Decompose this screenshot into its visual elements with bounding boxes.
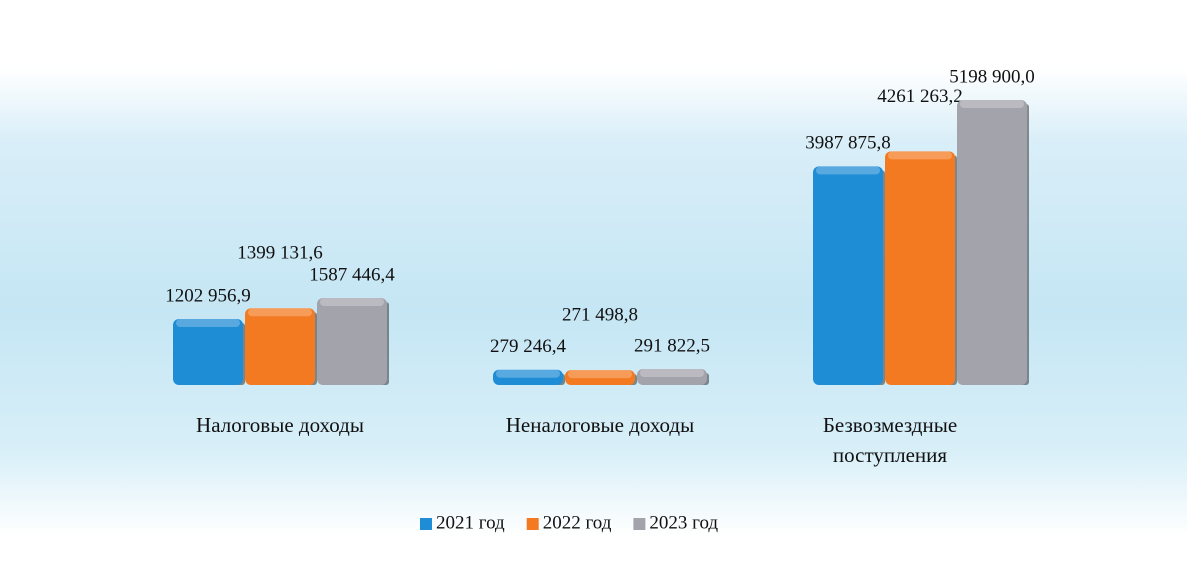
value-label: 1399 131,6	[237, 243, 323, 264]
bar	[173, 319, 243, 385]
bar-top	[568, 370, 632, 379]
category-label: Безвозмездные поступления	[822, 413, 958, 467]
value-label: 291 822,5	[634, 335, 710, 356]
value-label: 4261 263,2	[877, 86, 963, 107]
bar	[317, 297, 387, 385]
bar-top	[248, 308, 312, 317]
value-label: 1202 956,9	[165, 285, 251, 306]
legend-swatch	[526, 518, 539, 530]
legend-swatch	[420, 518, 432, 530]
value-label: 1587 446,4	[309, 264, 395, 285]
category-label: Неналоговые доходы	[505, 413, 695, 437]
bar	[637, 369, 707, 385]
legend-swatch	[633, 518, 646, 530]
bar	[245, 308, 315, 385]
bar	[493, 369, 563, 385]
value-label: 5198 900,0	[949, 66, 1035, 87]
bar	[885, 151, 955, 385]
bar	[813, 166, 883, 385]
bar-top	[496, 369, 560, 378]
bar-top	[640, 369, 704, 378]
legend-label: 2023 год	[649, 512, 718, 533]
bar-top	[176, 319, 240, 328]
bar	[565, 370, 635, 385]
bar-top	[816, 166, 880, 175]
category-label: Налоговые доходы	[196, 413, 364, 437]
bar-top	[888, 151, 952, 160]
value-label: 279 246,4	[490, 336, 567, 357]
value-label: 3987 875,8	[805, 133, 891, 154]
bar	[957, 100, 1027, 385]
bar-top	[320, 297, 384, 306]
legend-label: 2021 год	[436, 512, 505, 533]
bar-top	[960, 100, 1024, 108]
value-label: 271 498,8	[562, 304, 638, 325]
legend-label: 2022 год	[543, 512, 612, 533]
